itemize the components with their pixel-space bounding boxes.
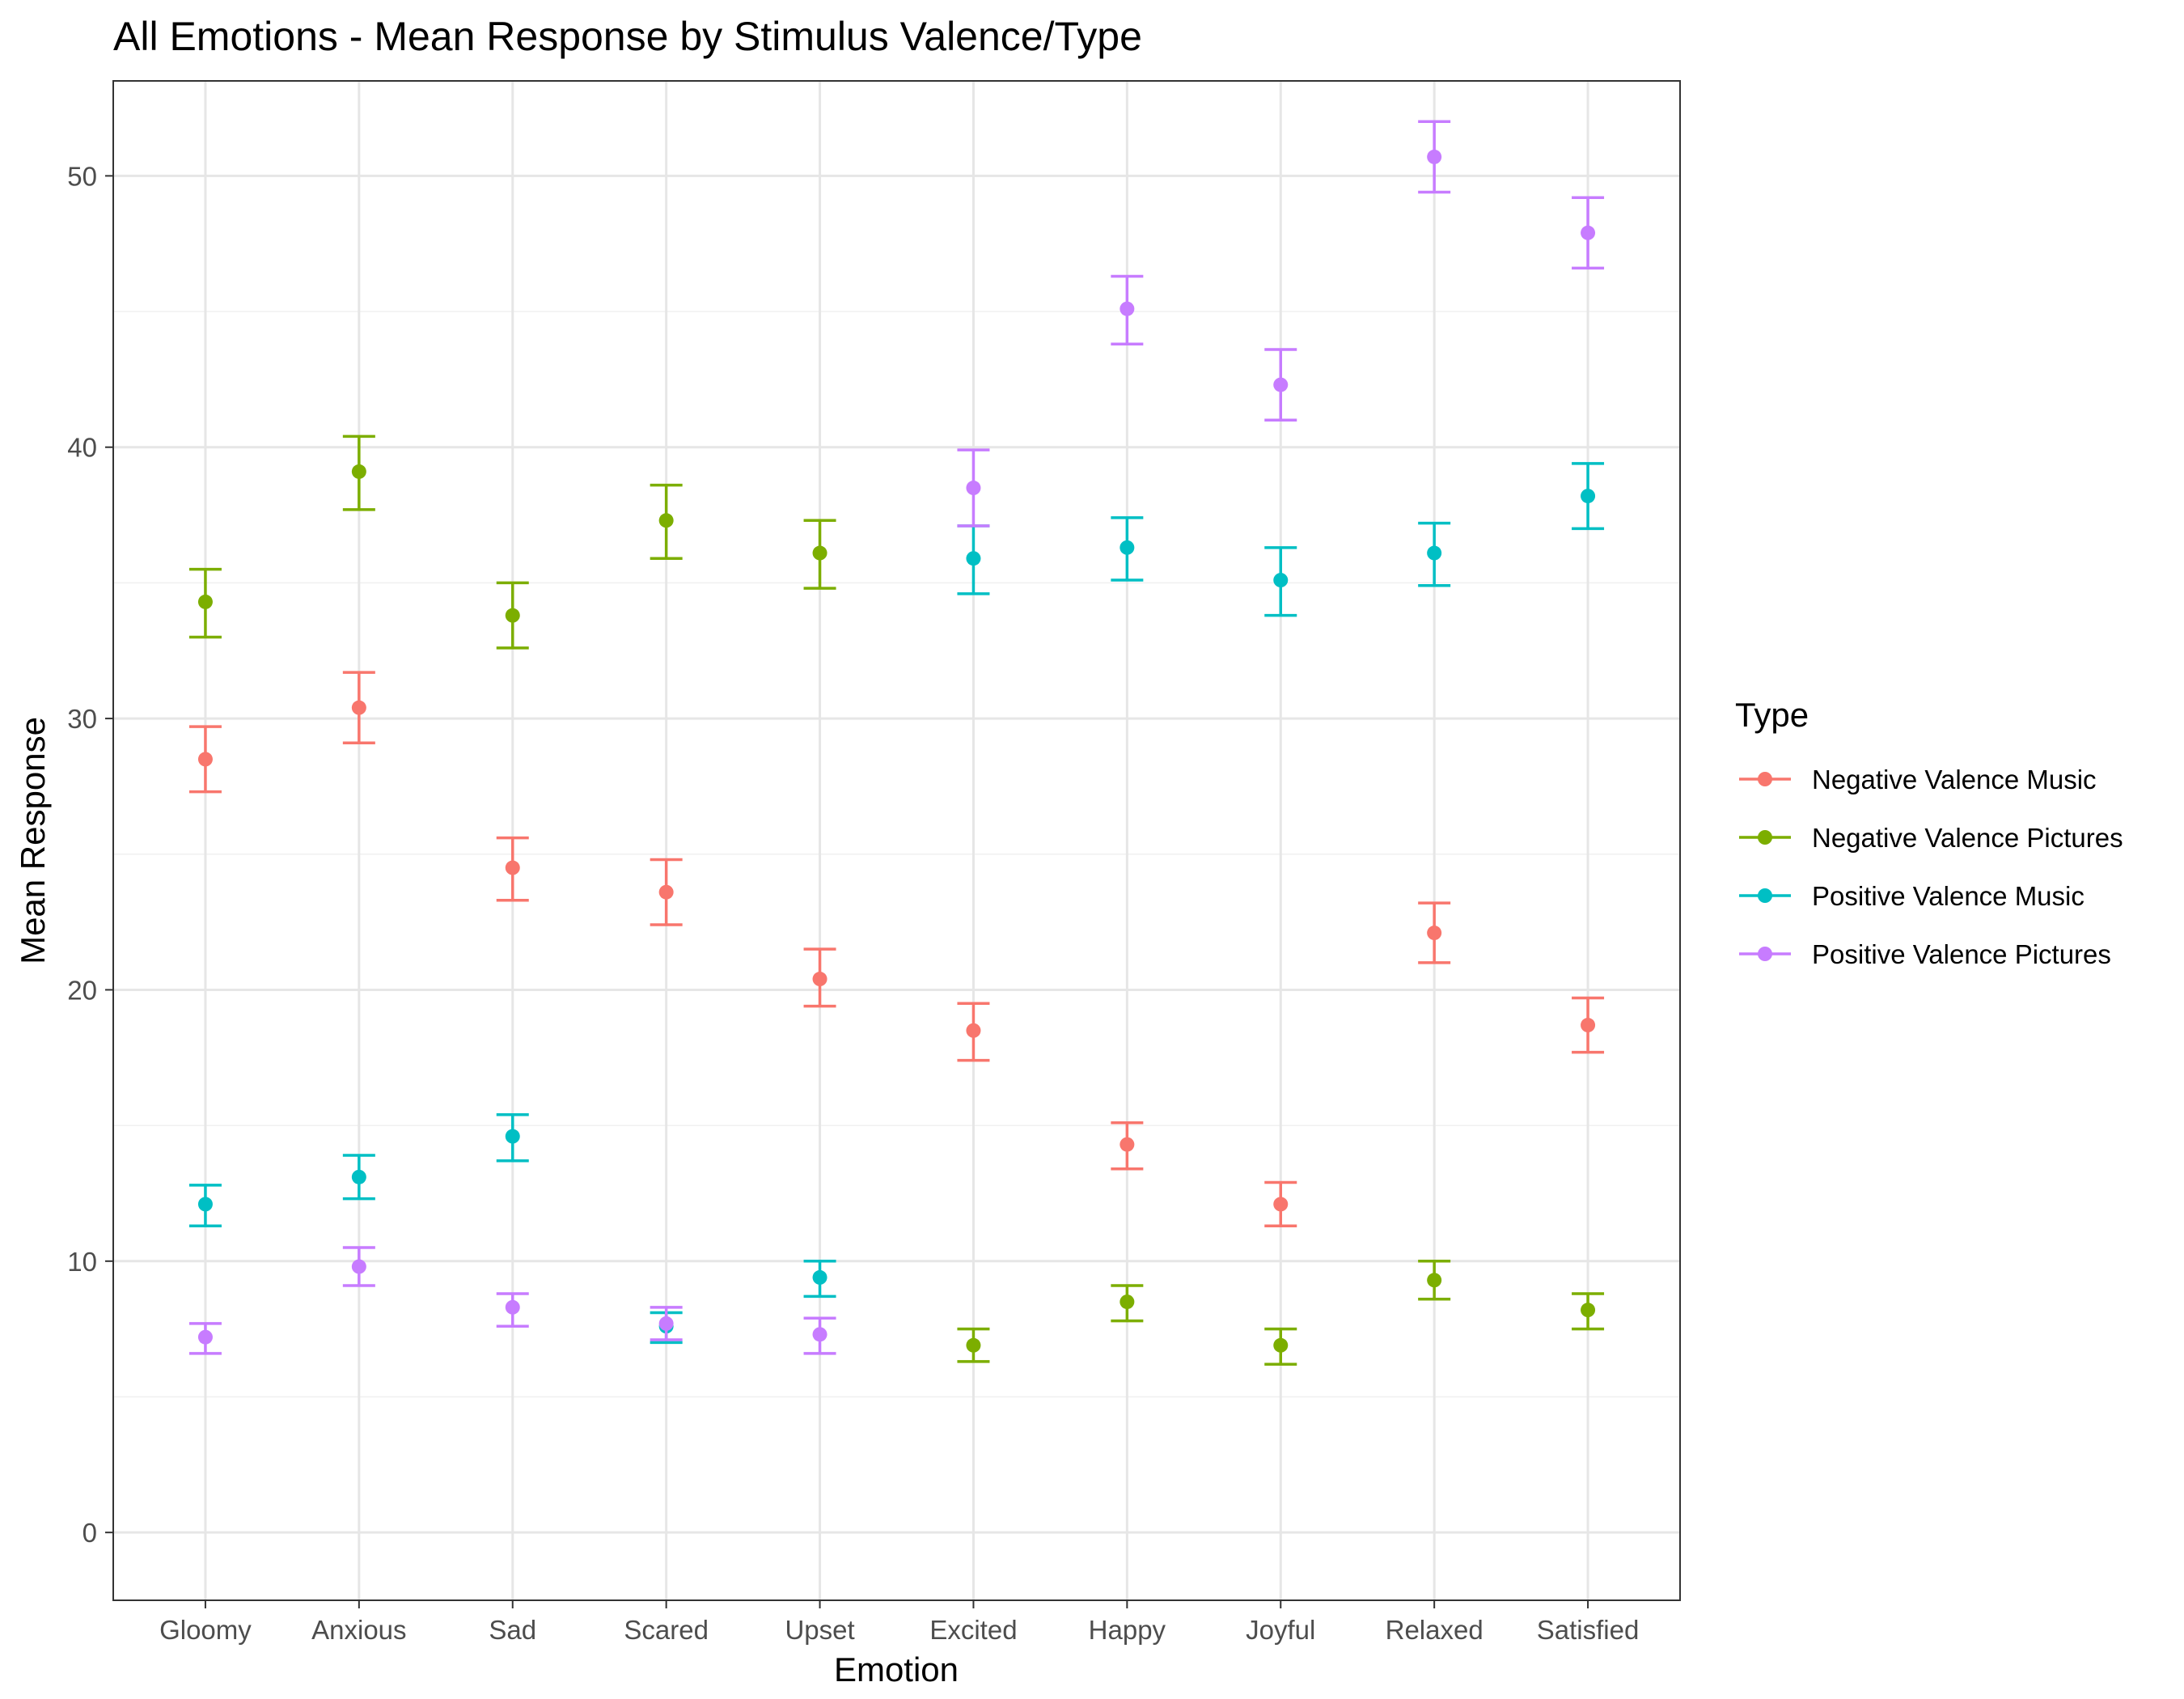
legend-label: Positive Valence Music xyxy=(1812,881,2085,911)
legend-title: Type xyxy=(1735,696,1809,734)
x-tick-label: Excited xyxy=(929,1615,1017,1645)
data-point xyxy=(1120,540,1135,555)
data-point xyxy=(351,1169,366,1184)
data-point xyxy=(197,1329,213,1345)
data-point xyxy=(1581,225,1596,240)
plot-panel-border xyxy=(112,80,1681,1601)
data-point xyxy=(197,594,213,609)
x-axis-title: Emotion xyxy=(834,1650,959,1688)
data-point xyxy=(1581,1018,1596,1033)
legend-key-point xyxy=(1758,888,1772,903)
data-point xyxy=(658,1316,674,1331)
data-point xyxy=(351,700,366,715)
data-point xyxy=(658,884,674,900)
data-point xyxy=(1120,301,1135,316)
data-point xyxy=(966,551,981,566)
legend-key-point xyxy=(1758,830,1772,845)
data-point xyxy=(966,1023,981,1038)
series-group xyxy=(188,434,1605,1366)
y-tick-label: 40 xyxy=(67,433,97,463)
data-point xyxy=(351,1259,366,1274)
data-point xyxy=(1581,1303,1596,1318)
y-tick-label: 10 xyxy=(67,1247,97,1277)
data-point xyxy=(1273,1197,1289,1212)
data-point xyxy=(351,464,366,479)
data-point xyxy=(1427,1273,1442,1288)
y-tick-label: 20 xyxy=(67,975,97,1005)
data-point xyxy=(966,481,981,496)
data-point xyxy=(812,972,827,987)
y-axis: 0 10 20 30 40 50 xyxy=(67,161,113,1548)
y-tick-label: 30 xyxy=(67,704,97,734)
data-point xyxy=(1427,545,1442,561)
series-group xyxy=(188,671,1605,1227)
data-point xyxy=(197,1197,213,1212)
legend-key-point xyxy=(1758,947,1772,961)
x-tick-label: Gloomy xyxy=(159,1615,252,1645)
x-tick-label: Joyful xyxy=(1246,1615,1315,1645)
data-point xyxy=(1120,1294,1135,1310)
y-axis-title: Mean Response xyxy=(14,717,52,964)
data-point xyxy=(505,608,520,623)
data-point xyxy=(1120,1137,1135,1152)
x-tick-label: Relaxed xyxy=(1386,1615,1484,1645)
data-point xyxy=(966,1337,981,1353)
legend-label: Positive Valence Pictures xyxy=(1812,939,2111,969)
x-tick-label: Anxious xyxy=(311,1615,406,1645)
data-point xyxy=(505,1299,520,1315)
x-tick-label: Scared xyxy=(624,1615,709,1645)
legend-label: Negative Valence Pictures xyxy=(1812,823,2123,853)
x-tick-label: Happy xyxy=(1089,1615,1166,1645)
data-point xyxy=(812,1327,827,1342)
x-tick-label: Sad xyxy=(489,1615,536,1645)
data-point xyxy=(1427,926,1442,941)
legend-label: Negative Valence Music xyxy=(1812,765,2097,794)
data-point xyxy=(1273,377,1289,392)
legend-key-point xyxy=(1758,772,1772,786)
data-point xyxy=(505,860,520,875)
legend-items: Negative Valence Music Negative Valence P… xyxy=(1739,765,2123,969)
data-point xyxy=(1273,1337,1289,1353)
data-point xyxy=(505,1129,520,1144)
data-point xyxy=(1581,489,1596,504)
data-point xyxy=(197,752,213,767)
x-tick-label: Upset xyxy=(785,1615,854,1645)
chart-title: All Emotions - Mean Response by Stimulus… xyxy=(113,14,1142,59)
data-marks xyxy=(188,120,1605,1366)
y-tick-label: 0 xyxy=(83,1518,97,1548)
x-tick-label: Satisfied xyxy=(1537,1615,1640,1645)
data-point xyxy=(1427,149,1442,164)
data-point xyxy=(1273,573,1289,588)
y-tick-label: 50 xyxy=(67,161,97,191)
series-group xyxy=(188,120,1605,1355)
data-point xyxy=(812,545,827,561)
data-point xyxy=(812,1269,827,1285)
x-axis: Gloomy Anxious Sad Scared Upset Excited Happy J… xyxy=(159,1600,1639,1645)
data-point xyxy=(658,513,674,528)
